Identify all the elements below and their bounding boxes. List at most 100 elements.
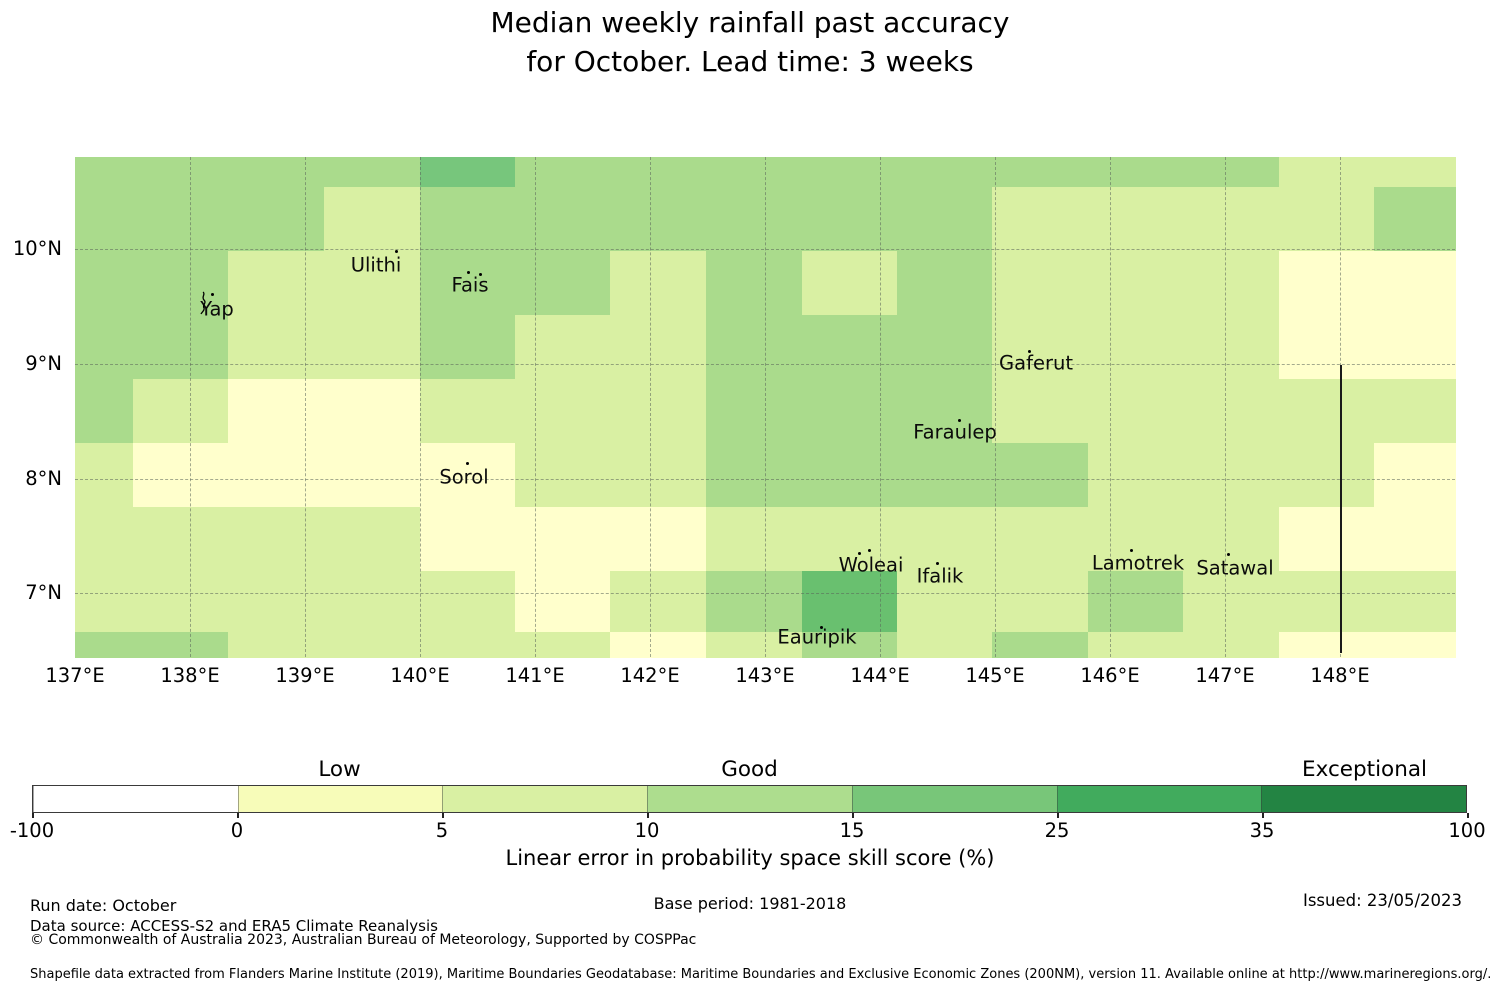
heatmap-cell bbox=[133, 315, 229, 380]
colorbar-tick-label: -100 bbox=[9, 819, 55, 842]
y-tick-label: 9°N bbox=[25, 352, 62, 375]
heatmap-cell bbox=[324, 379, 421, 444]
colorbar-tick-label: 35 bbox=[1249, 819, 1275, 842]
heatmap-cell bbox=[133, 443, 229, 508]
x-tick-label: 145°E bbox=[965, 664, 1025, 687]
heatmap-cell bbox=[133, 251, 229, 316]
heatmap-cell bbox=[228, 507, 325, 572]
heatmap-cell bbox=[802, 571, 898, 633]
heatmap-cell bbox=[1374, 379, 1456, 444]
heatmap-cell bbox=[1374, 507, 1456, 572]
heatmap-cell bbox=[897, 251, 993, 316]
heatmap-cell bbox=[992, 571, 1089, 633]
colorbar-tick-label: 5 bbox=[435, 819, 449, 842]
heatmap-cell bbox=[75, 157, 134, 188]
heatmap-cell bbox=[133, 157, 229, 188]
colorbar-tick-label: 25 bbox=[1044, 819, 1070, 842]
place-label: Ulithi bbox=[350, 253, 402, 277]
island-dot bbox=[1227, 553, 1230, 556]
heatmap-cell bbox=[515, 571, 611, 633]
colorbar-tick bbox=[32, 813, 34, 818]
heatmap-cell bbox=[515, 157, 611, 188]
heatmap-cell bbox=[992, 157, 1089, 188]
heatmap-cell bbox=[1374, 315, 1456, 380]
heatmap-cell bbox=[610, 632, 707, 658]
colorbar-tick bbox=[852, 813, 854, 818]
heatmap-cell bbox=[610, 251, 707, 316]
heatmap-cell bbox=[802, 507, 898, 572]
heatmap-cell bbox=[802, 251, 898, 316]
longitude-gridline bbox=[995, 157, 996, 657]
colorbar-segment bbox=[1056, 786, 1262, 812]
longitude-gridline bbox=[305, 157, 306, 657]
heatmap-cell bbox=[515, 379, 611, 444]
heatmap-cell bbox=[324, 157, 421, 188]
island-dot bbox=[1130, 549, 1133, 552]
colorbar-tick bbox=[1262, 813, 1264, 818]
latitude-gridline bbox=[75, 364, 1455, 365]
heatmap-cell bbox=[610, 571, 707, 633]
heatmap-cell bbox=[1088, 315, 1184, 380]
heatmap-cell bbox=[228, 251, 325, 316]
heatmap-cell bbox=[420, 379, 516, 444]
y-tick-label: 7°N bbox=[25, 581, 62, 604]
longitude-gridline bbox=[420, 157, 421, 657]
colorbar-segment bbox=[33, 786, 238, 812]
heatmap-cell bbox=[802, 379, 898, 444]
heatmap-cell bbox=[706, 571, 803, 633]
longitude-gridline bbox=[1225, 157, 1226, 657]
heatmap-cell bbox=[706, 251, 803, 316]
heatmap-cell bbox=[75, 571, 134, 633]
y-tick-label: 8°N bbox=[25, 467, 62, 490]
longitude-gridline bbox=[190, 157, 191, 657]
heatmap-cell bbox=[992, 315, 1089, 380]
heatmap-cell bbox=[1279, 251, 1375, 316]
colorbar-tick bbox=[1057, 813, 1059, 818]
heatmap-cell bbox=[420, 251, 516, 316]
colorbar-tick-label: 10 bbox=[634, 819, 660, 842]
heatmap-cell bbox=[515, 251, 611, 316]
island-dot bbox=[1028, 350, 1031, 353]
heatmap-cell bbox=[1279, 507, 1375, 572]
heatmap-cell bbox=[1088, 251, 1184, 316]
colorbar-bar bbox=[32, 785, 1467, 813]
island-dot bbox=[467, 271, 470, 274]
heatmap-cell bbox=[802, 443, 898, 508]
heatmap-cell bbox=[515, 187, 611, 252]
heatmap-cell bbox=[324, 507, 421, 572]
heatmap-cell bbox=[1374, 443, 1456, 508]
heatmap-cell bbox=[1279, 443, 1375, 508]
island-dot bbox=[479, 273, 482, 276]
colorbar-tick bbox=[237, 813, 239, 818]
heatmap-cell bbox=[1374, 251, 1456, 316]
x-tick-label: 142°E bbox=[620, 664, 680, 687]
heatmap-cell bbox=[1183, 315, 1280, 380]
colorbar-segment bbox=[851, 786, 1057, 812]
heatmap-cell bbox=[706, 187, 803, 252]
x-tick-label: 143°E bbox=[735, 664, 795, 687]
heatmap-cell bbox=[75, 507, 134, 572]
heatmap-cell bbox=[706, 157, 803, 188]
heatmap-cell bbox=[706, 507, 803, 572]
heatmap-cell bbox=[228, 379, 325, 444]
longitude-gridline bbox=[765, 157, 766, 657]
base-period-text: Base period: 1981-2018 bbox=[653, 894, 847, 913]
x-tick-label: 141°E bbox=[505, 664, 565, 687]
x-tick-label: 137°E bbox=[45, 664, 105, 687]
heatmap-cell bbox=[420, 157, 516, 188]
island-dot bbox=[466, 462, 469, 465]
heatmap-cell bbox=[992, 379, 1089, 444]
place-label: Satawal bbox=[1196, 556, 1274, 580]
eez-boundary-line bbox=[1340, 365, 1342, 653]
x-tick-label: 147°E bbox=[1195, 664, 1255, 687]
colorbar-segment bbox=[1261, 786, 1467, 812]
colorbar-segment bbox=[237, 786, 443, 812]
place-label: Ifalik bbox=[916, 564, 964, 588]
heatmap-cell bbox=[133, 571, 229, 633]
heatmap-cell bbox=[1183, 187, 1280, 252]
heatmap-cell bbox=[992, 443, 1089, 508]
place-label: Fais bbox=[451, 273, 489, 297]
heatmap-cell bbox=[228, 443, 325, 508]
x-tick-label: 138°E bbox=[160, 664, 220, 687]
heatmap-cell bbox=[706, 379, 803, 444]
